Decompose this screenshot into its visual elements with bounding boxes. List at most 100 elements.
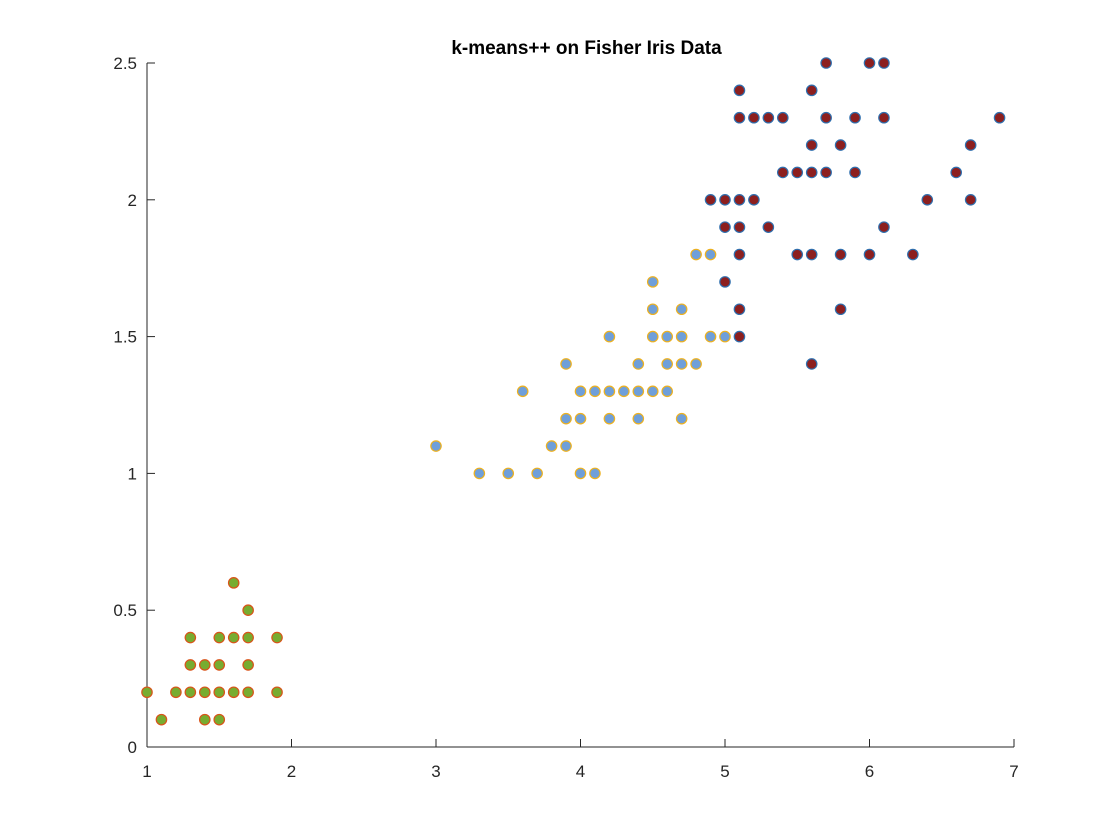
data-point	[661, 385, 673, 398]
data-point	[502, 467, 515, 480]
data-point	[170, 686, 182, 699]
data-point	[646, 303, 659, 316]
data-point	[733, 84, 746, 97]
data-point	[791, 248, 804, 261]
data-point	[834, 139, 847, 151]
data-point	[242, 604, 254, 616]
y-tick-label: 2.5	[113, 54, 137, 73]
data-point	[704, 194, 717, 206]
data-point	[791, 166, 804, 179]
data-point	[849, 166, 861, 179]
data-point	[574, 385, 587, 398]
data-point	[574, 467, 587, 480]
data-point	[199, 713, 211, 726]
data-point	[762, 111, 775, 124]
data-point	[675, 303, 688, 316]
x-tick-label: 7	[1009, 762, 1018, 781]
y-tick-label: 1	[128, 464, 137, 483]
data-point	[863, 57, 876, 69]
data-point	[603, 330, 616, 343]
data-point	[589, 467, 601, 480]
data-point	[646, 276, 659, 288]
y-tick-label: 1.5	[113, 328, 137, 347]
data-point	[878, 111, 890, 124]
data-point	[805, 358, 818, 370]
data-point	[776, 111, 789, 124]
data-point	[632, 358, 645, 370]
y-tick-label: 0.5	[113, 601, 137, 620]
data-point	[242, 659, 254, 671]
data-point	[849, 111, 861, 124]
data-point	[574, 412, 587, 425]
y-tick-label: 0	[128, 738, 137, 757]
data-point	[603, 412, 616, 425]
data-point	[589, 385, 601, 398]
x-tick-label: 4	[576, 762, 585, 781]
data-point	[719, 330, 731, 343]
data-point	[834, 303, 847, 316]
data-point	[213, 631, 226, 644]
data-point	[632, 385, 645, 398]
data-point	[155, 713, 168, 726]
data-point	[820, 111, 832, 124]
data-point	[863, 248, 876, 261]
data-point	[704, 330, 717, 343]
data-point	[473, 467, 486, 480]
data-point	[950, 166, 962, 179]
data-point	[213, 659, 226, 671]
data-point	[271, 631, 283, 644]
data-point	[603, 385, 616, 398]
data-point	[776, 166, 789, 179]
x-tick-label: 1	[142, 762, 151, 781]
data-point	[199, 686, 211, 699]
markers	[141, 57, 1006, 726]
data-point	[184, 631, 197, 644]
axes: 1 2 3 4 5 6 7 0 0.5 1 1.5 2 2.5	[113, 54, 1018, 781]
data-point	[805, 139, 818, 151]
data-point	[820, 57, 832, 69]
data-point	[545, 440, 558, 452]
data-point	[199, 659, 211, 671]
data-point	[516, 385, 529, 398]
data-point	[907, 248, 919, 261]
data-point	[531, 467, 543, 480]
data-point	[430, 440, 442, 452]
data-point	[213, 713, 226, 726]
data-point	[560, 440, 572, 452]
data-point	[993, 111, 1006, 124]
x-tick-label: 3	[431, 762, 440, 781]
data-point	[878, 221, 890, 233]
data-point	[733, 194, 746, 206]
data-point	[690, 358, 702, 370]
data-point	[675, 412, 688, 425]
data-point	[704, 248, 717, 261]
cluster-2-points	[430, 248, 731, 480]
data-point	[964, 194, 977, 206]
data-point	[733, 330, 746, 343]
data-point	[184, 659, 197, 671]
data-point	[748, 194, 760, 206]
data-point	[964, 139, 977, 151]
data-point	[661, 358, 673, 370]
data-point	[184, 686, 197, 699]
data-point	[227, 686, 240, 699]
data-point	[762, 221, 775, 233]
data-point	[213, 686, 226, 699]
data-point	[675, 330, 688, 343]
data-point	[748, 111, 760, 124]
data-point	[834, 248, 847, 261]
data-point	[632, 412, 645, 425]
cluster-1-points	[141, 577, 283, 726]
data-point	[271, 686, 283, 699]
data-point	[618, 385, 630, 398]
data-point	[227, 631, 240, 644]
data-point	[242, 631, 254, 644]
data-point	[242, 686, 254, 699]
data-point	[141, 686, 153, 699]
data-point	[878, 57, 890, 69]
data-point	[719, 194, 731, 206]
data-point	[719, 276, 731, 288]
data-point	[661, 330, 673, 343]
